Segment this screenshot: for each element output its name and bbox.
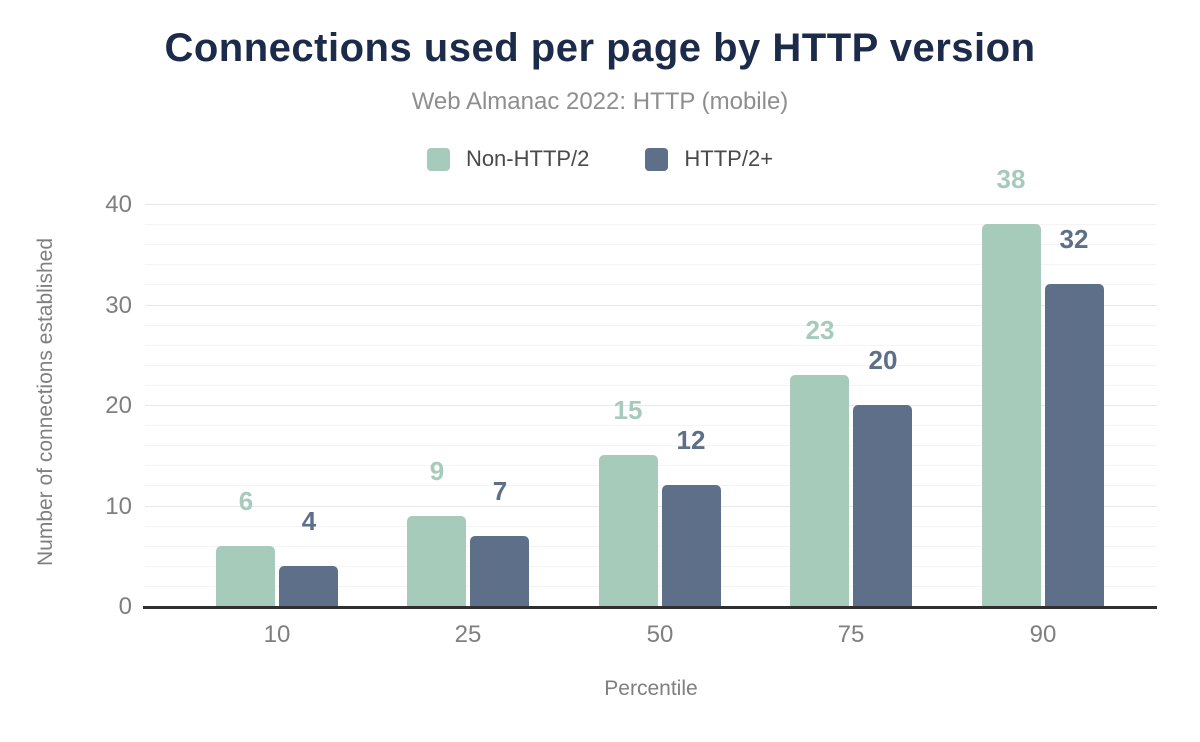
bar-http-2--p90[interactable]	[1045, 284, 1104, 606]
minor-gridline	[145, 284, 1157, 285]
x-tick-label: 25	[454, 621, 482, 648]
x-tick-label: 50	[646, 621, 674, 648]
bar-non-http-2-p25[interactable]	[407, 516, 466, 606]
bar-value-label: 12	[676, 425, 706, 455]
legend-label: HTTP/2+	[684, 146, 774, 171]
legend-label: Non-HTTP/2	[465, 146, 590, 171]
y-axis-title: Number of connections established	[34, 237, 57, 567]
chart-title: Connections used per page by HTTP versio…	[164, 26, 1036, 70]
bar-non-http-2-p75[interactable]	[790, 375, 849, 606]
bar-non-http-2-p90[interactable]	[982, 224, 1041, 606]
legend-item-non-http-2: Non-HTTP/2	[426, 146, 590, 172]
minor-gridline	[145, 224, 1157, 225]
minor-gridline	[145, 264, 1157, 265]
x-axis-line	[143, 606, 1157, 609]
x-axis-title: Percentile	[604, 677, 698, 700]
x-tick-label: 75	[837, 621, 865, 648]
minor-gridline	[145, 244, 1157, 245]
bar-non-http-2-p50[interactable]	[599, 455, 658, 606]
bar-http-2--p50[interactable]	[662, 485, 721, 606]
minor-gridline	[145, 365, 1157, 366]
y-tick-label: 30	[105, 292, 132, 319]
x-tick-label: 10	[263, 621, 291, 648]
legend: Non-HTTP/2 HTTP/2+	[0, 146, 1200, 172]
legend-swatch	[645, 147, 669, 171]
legend-swatch	[426, 147, 450, 171]
major-gridline	[145, 405, 1157, 406]
minor-gridline	[145, 445, 1157, 446]
legend-item-http-2-: HTTP/2+	[645, 146, 773, 172]
bar-value-label: 23	[805, 315, 835, 345]
bar-http-2--p75[interactable]	[853, 405, 912, 606]
minor-gridline	[145, 385, 1157, 386]
y-tick-label: 0	[118, 593, 132, 620]
y-tick-label: 40	[105, 191, 132, 218]
bar-value-label: 6	[238, 486, 254, 516]
bar-non-http-2-p10[interactable]	[216, 546, 275, 606]
x-tick-label: 90	[1029, 621, 1057, 648]
minor-gridline	[145, 345, 1157, 346]
minor-gridline	[145, 325, 1157, 326]
major-gridline	[145, 204, 1157, 205]
bar-http-2--p10[interactable]	[279, 566, 338, 606]
bar-value-label: 20	[868, 345, 898, 375]
bar-value-label: 38	[996, 164, 1026, 194]
bar-value-label: 15	[613, 395, 643, 425]
y-tick-label: 10	[105, 493, 132, 520]
bar-value-label: 7	[492, 476, 508, 506]
chart-subtitle: Web Almanac 2022: HTTP (mobile)	[411, 88, 789, 115]
bar-value-label: 32	[1059, 224, 1089, 254]
minor-gridline	[145, 425, 1157, 426]
bar-value-label: 9	[429, 456, 445, 486]
bar-value-label: 4	[301, 506, 317, 536]
bar-http-2--p25[interactable]	[470, 536, 529, 606]
y-tick-label: 20	[105, 392, 132, 419]
major-gridline	[145, 305, 1157, 306]
